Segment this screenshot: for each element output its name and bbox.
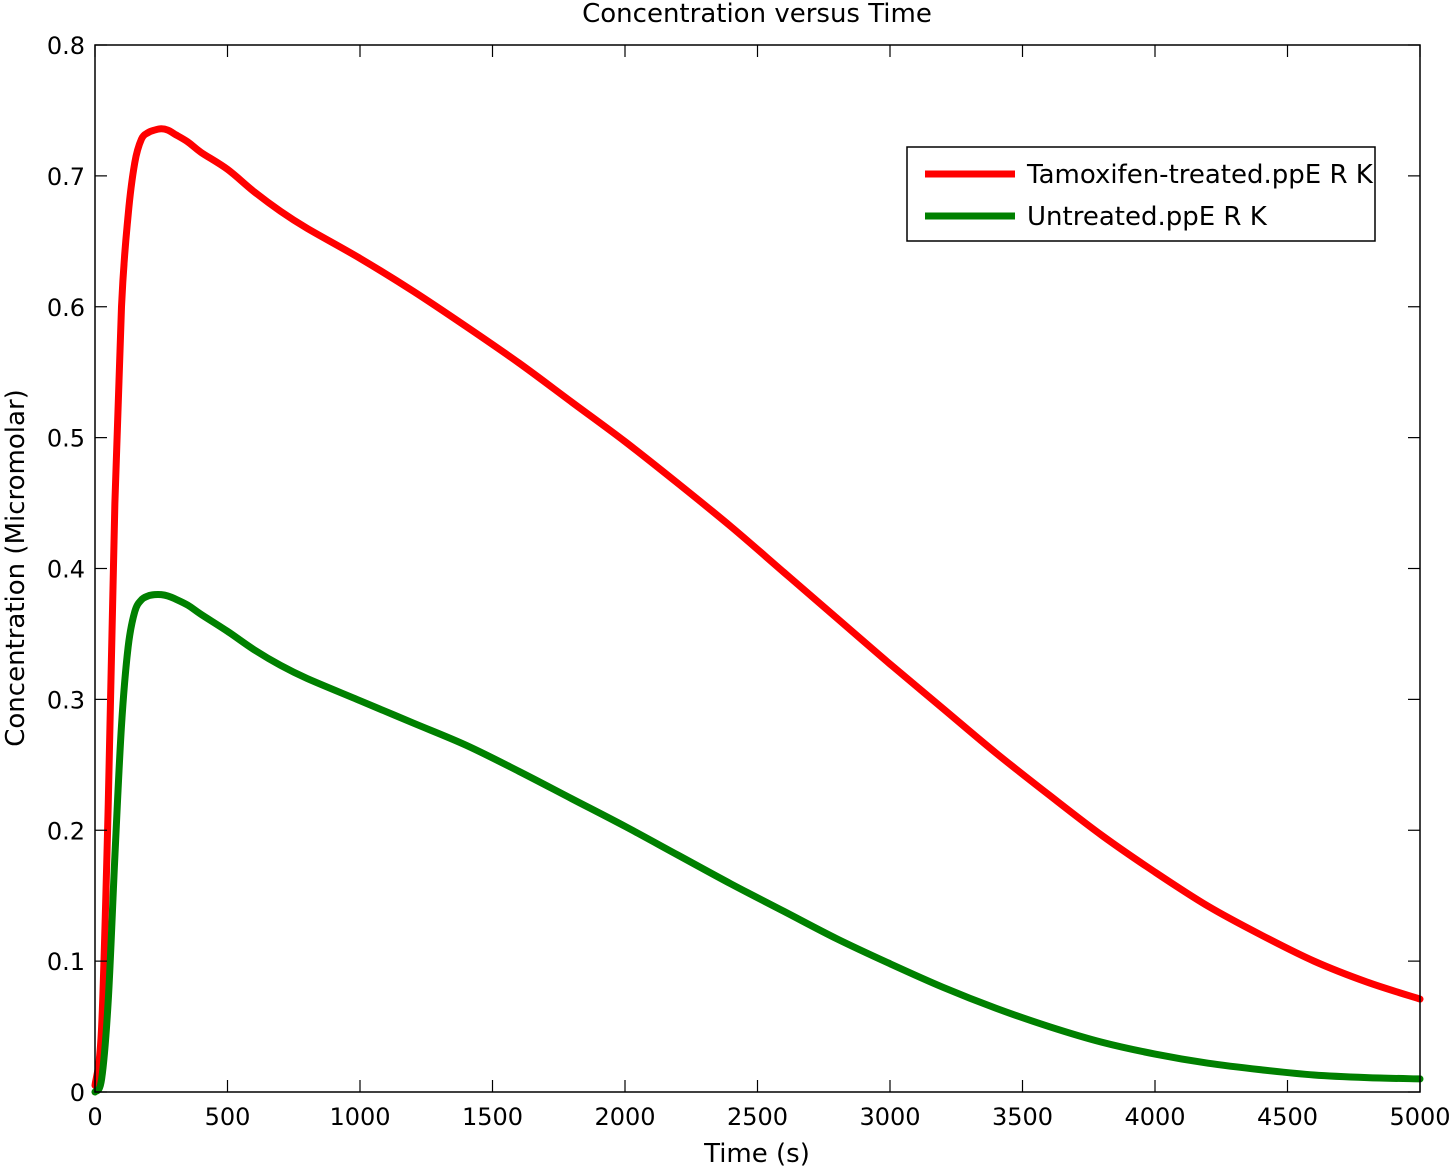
y-tick-label: 0.8: [47, 32, 85, 60]
series-line-tamoxifen-treated: [91, 125, 1424, 1089]
chart-title: Concentration versus Time: [582, 0, 932, 29]
series-layer: [91, 125, 1424, 1096]
y-tick-label: 0.1: [47, 948, 85, 976]
legend-label-untreated: Untreated.ppE R K: [1027, 202, 1268, 232]
legend-label-tamoxifen-treated: Tamoxifen-treated.ppE R K: [1026, 160, 1374, 190]
x-tick-label: 4500: [1257, 1103, 1318, 1131]
y-axis-title: Concentration (Micromolar): [1, 389, 31, 747]
y-tick-label: 0.4: [47, 556, 85, 584]
axes-layer: 0 500 1000 1500 2000 2500 3000 3500 4000 4500 5000…: [47, 32, 1451, 1131]
x-tick-label: 5000: [1389, 1103, 1450, 1131]
legend: Tamoxifen-treated.ppE R K Untreated.ppE R…: [906, 146, 1376, 242]
x-tick-label: 1000: [329, 1103, 390, 1131]
x-tick-label: 2500: [727, 1103, 788, 1131]
x-tick-label: 1500: [462, 1103, 523, 1131]
x-tick-label: 3500: [992, 1103, 1053, 1131]
y-tick-label: 0: [70, 1079, 85, 1107]
y-tick-label: 0.5: [47, 425, 85, 453]
series-line-untreated: [91, 591, 1424, 1096]
x-tick-label: 2000: [594, 1103, 655, 1131]
y-tick-label: 0.2: [47, 817, 85, 845]
y-tick-label: 0.3: [47, 686, 85, 714]
y-tick-label: 0.7: [47, 163, 85, 191]
x-axis-title: Time (s): [703, 1139, 810, 1169]
x-tick-label: 500: [205, 1103, 251, 1131]
x-tick-label: 4000: [1124, 1103, 1185, 1131]
y-tick-label: 0.6: [47, 294, 85, 322]
legend-box: [906, 146, 1376, 242]
x-tick-label: 3000: [859, 1103, 920, 1131]
x-tick-label: 0: [87, 1103, 102, 1131]
